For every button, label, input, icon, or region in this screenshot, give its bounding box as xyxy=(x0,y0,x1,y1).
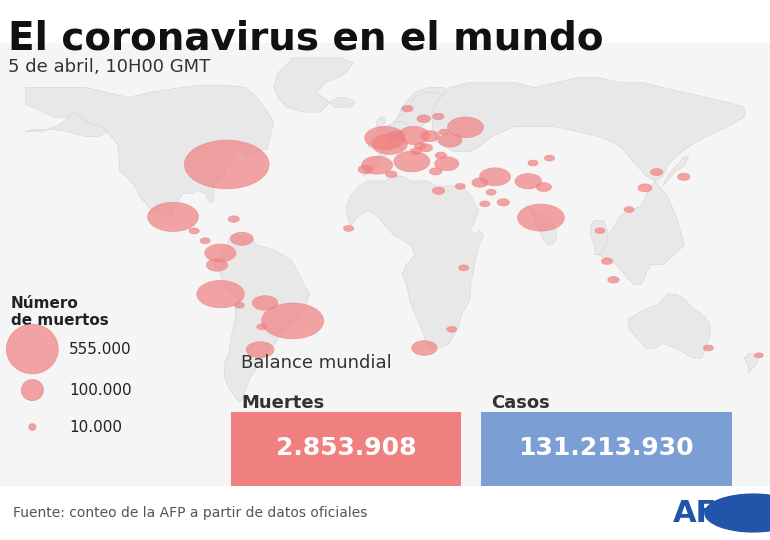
Circle shape xyxy=(480,168,511,186)
Circle shape xyxy=(703,345,714,351)
Circle shape xyxy=(447,117,484,138)
Circle shape xyxy=(517,204,564,231)
Polygon shape xyxy=(25,112,107,137)
Circle shape xyxy=(528,160,538,166)
Circle shape xyxy=(678,173,690,180)
Polygon shape xyxy=(330,97,355,107)
Circle shape xyxy=(439,129,449,135)
Circle shape xyxy=(624,207,634,212)
Circle shape xyxy=(439,134,462,147)
Circle shape xyxy=(365,126,405,150)
Circle shape xyxy=(417,115,430,123)
Circle shape xyxy=(253,296,278,310)
Circle shape xyxy=(398,126,429,144)
Text: 131.213.930: 131.213.930 xyxy=(518,436,695,460)
Circle shape xyxy=(22,380,43,401)
Circle shape xyxy=(608,276,619,283)
Polygon shape xyxy=(372,117,385,141)
Circle shape xyxy=(148,202,199,232)
Polygon shape xyxy=(591,220,608,255)
Circle shape xyxy=(262,303,323,339)
Circle shape xyxy=(205,244,236,262)
Text: 5 de abril, 10H00 GMT: 5 de abril, 10H00 GMT xyxy=(8,58,210,76)
Circle shape xyxy=(435,157,459,171)
Circle shape xyxy=(184,140,269,189)
Polygon shape xyxy=(346,176,484,348)
FancyBboxPatch shape xyxy=(481,411,732,486)
Circle shape xyxy=(595,228,605,234)
Circle shape xyxy=(388,131,403,140)
Circle shape xyxy=(256,324,267,330)
Circle shape xyxy=(228,216,239,222)
Circle shape xyxy=(486,190,496,195)
Circle shape xyxy=(459,265,469,271)
Circle shape xyxy=(601,258,613,265)
Circle shape xyxy=(447,326,457,332)
Circle shape xyxy=(206,259,228,271)
Circle shape xyxy=(480,201,490,207)
Circle shape xyxy=(544,155,554,161)
Circle shape xyxy=(189,228,199,234)
Polygon shape xyxy=(274,58,353,112)
Polygon shape xyxy=(663,157,688,186)
Circle shape xyxy=(393,151,430,172)
Circle shape xyxy=(200,238,210,244)
Circle shape xyxy=(28,424,36,430)
Text: Número
de muertos: Número de muertos xyxy=(11,296,109,328)
Polygon shape xyxy=(363,87,449,176)
Text: Muertes: Muertes xyxy=(241,394,324,412)
Text: AFP: AFP xyxy=(673,498,740,528)
FancyBboxPatch shape xyxy=(0,43,770,486)
Circle shape xyxy=(432,187,445,194)
Circle shape xyxy=(515,173,541,189)
Circle shape xyxy=(230,232,253,245)
Circle shape xyxy=(472,178,488,187)
FancyBboxPatch shape xyxy=(231,411,461,486)
Circle shape xyxy=(433,113,444,120)
Circle shape xyxy=(358,165,373,174)
Polygon shape xyxy=(745,353,757,373)
Circle shape xyxy=(420,131,440,141)
Circle shape xyxy=(435,152,447,159)
Polygon shape xyxy=(526,206,556,245)
Polygon shape xyxy=(629,294,710,358)
Circle shape xyxy=(373,134,407,154)
Circle shape xyxy=(419,144,433,152)
Circle shape xyxy=(410,148,422,154)
Polygon shape xyxy=(393,92,445,127)
Circle shape xyxy=(455,184,465,190)
Circle shape xyxy=(705,494,770,532)
Circle shape xyxy=(651,168,663,176)
Circle shape xyxy=(536,183,551,192)
Text: Casos: Casos xyxy=(491,394,550,412)
Text: Fuente: conteo de la AFP a partir de datos oficiales: Fuente: conteo de la AFP a partir de dat… xyxy=(14,506,368,520)
Text: 100.000: 100.000 xyxy=(69,383,132,397)
Circle shape xyxy=(497,199,510,206)
Circle shape xyxy=(343,226,353,231)
Circle shape xyxy=(638,184,652,192)
Text: El coronavirus en el mundo: El coronavirus en el mundo xyxy=(8,19,603,57)
Polygon shape xyxy=(25,85,274,215)
Circle shape xyxy=(414,143,426,149)
Text: Balance mundial: Balance mundial xyxy=(241,354,392,372)
Circle shape xyxy=(430,168,442,175)
Circle shape xyxy=(246,342,274,357)
Circle shape xyxy=(755,353,763,358)
Circle shape xyxy=(402,105,413,112)
Circle shape xyxy=(197,280,244,308)
Circle shape xyxy=(6,325,59,374)
Text: 555.000: 555.000 xyxy=(69,342,132,356)
Circle shape xyxy=(362,156,393,174)
Circle shape xyxy=(234,302,244,308)
Polygon shape xyxy=(432,78,745,284)
Polygon shape xyxy=(214,235,310,402)
Circle shape xyxy=(386,171,397,178)
Text: 10.000: 10.000 xyxy=(69,420,122,435)
Text: 2.853.908: 2.853.908 xyxy=(276,436,417,460)
Circle shape xyxy=(412,341,437,355)
